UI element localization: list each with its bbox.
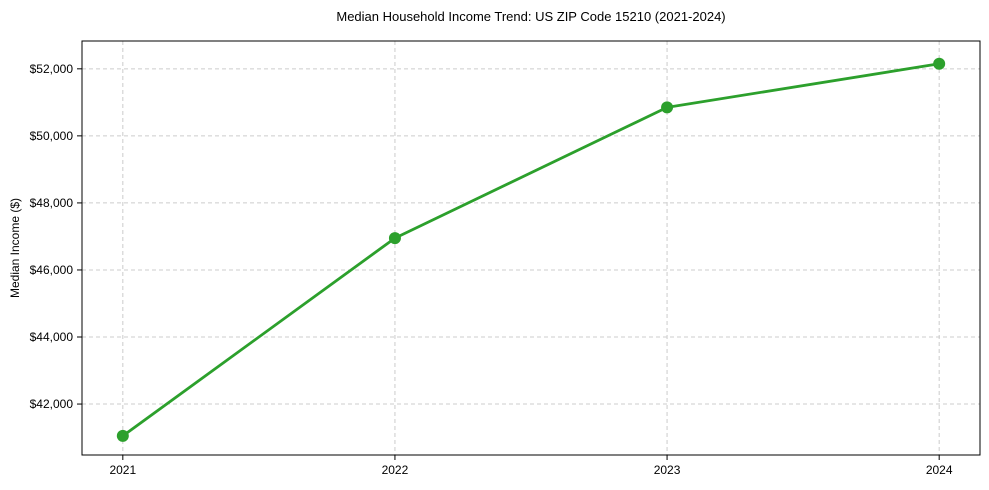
chart-title: Median Household Income Trend: US ZIP Co… bbox=[336, 9, 725, 24]
grid-layer bbox=[82, 41, 980, 455]
y-tick-label: $50,000 bbox=[30, 129, 74, 143]
y-tick-label: $48,000 bbox=[30, 196, 74, 210]
plot-frame bbox=[81, 40, 981, 456]
y-axis-label: Median Income ($) bbox=[8, 198, 22, 298]
trend-series bbox=[116, 57, 946, 442]
x-tick-label: 2023 bbox=[654, 463, 681, 477]
trend-line bbox=[121, 62, 941, 438]
y-tick-label: $44,000 bbox=[30, 330, 74, 344]
axis-layer: $42,000 $44,000 $46,000 $48,000 $50,000 $52,0… bbox=[30, 40, 981, 477]
y-tick-label: $46,000 bbox=[30, 263, 74, 277]
data-point-marker bbox=[933, 57, 946, 70]
y-tick-label: $52,000 bbox=[30, 62, 74, 76]
x-tick-label: 2021 bbox=[109, 463, 136, 477]
x-tick-label: 2024 bbox=[926, 463, 953, 477]
data-point-marker bbox=[116, 429, 129, 442]
data-point-marker bbox=[388, 232, 401, 245]
x-tick-label: 2022 bbox=[382, 463, 409, 477]
y-tick-label: $42,000 bbox=[30, 397, 74, 411]
data-point-marker bbox=[661, 101, 674, 114]
